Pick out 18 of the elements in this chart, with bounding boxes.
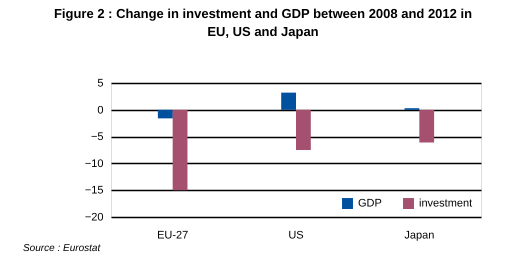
- bar: [296, 110, 311, 150]
- bar: [172, 110, 188, 190]
- y-tick-label: 5: [97, 78, 104, 90]
- x-tick-label: EU-27: [157, 230, 188, 242]
- y-tick-label: −10: [84, 158, 104, 170]
- y-tick-label: −20: [84, 212, 104, 224]
- x-tick-label: Japan: [404, 230, 434, 242]
- source-note: Source : Eurostat: [23, 243, 102, 254]
- y-tick-label: −15: [84, 184, 104, 197]
- y-tick-label: 0: [97, 104, 104, 116]
- x-tick-label: US: [288, 230, 304, 242]
- bar: [419, 110, 434, 142]
- bar: [281, 92, 296, 110]
- legend-label: GDP: [358, 198, 382, 210]
- legend-label: investment: [419, 198, 472, 210]
- bar: [158, 110, 173, 118]
- chart-title: Figure 2 : Change in investment and GDP between 2008 and 2012 in EU, US and Japan: [54, 6, 472, 39]
- y-tick-label: −5: [90, 131, 104, 144]
